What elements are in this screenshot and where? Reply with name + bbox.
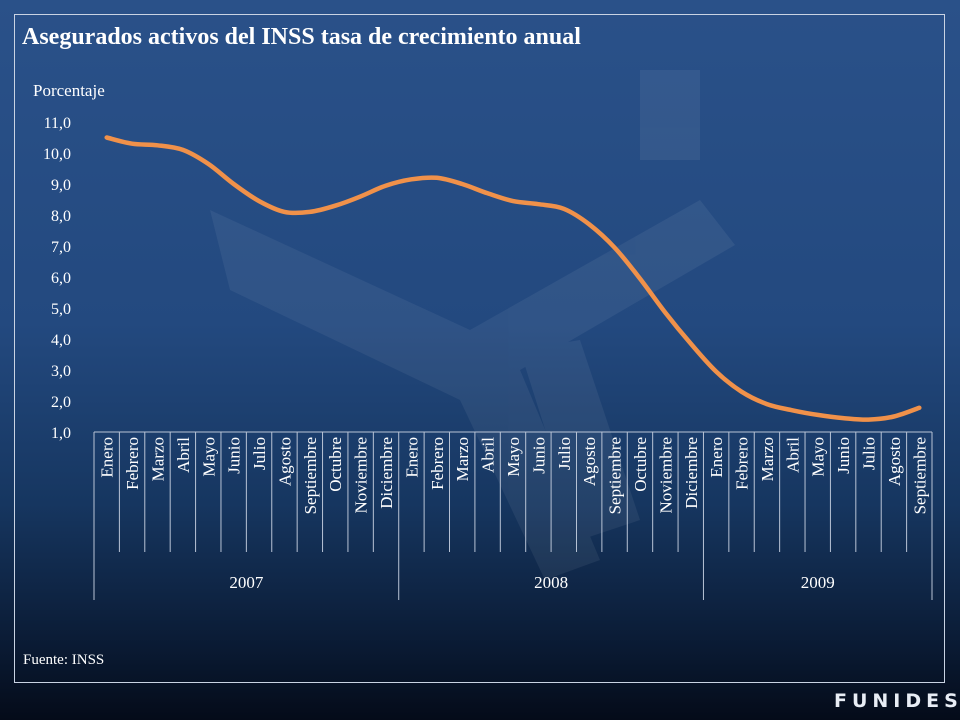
x-tick-label: Septiembre (606, 437, 625, 514)
y-axis-label: Porcentaje (33, 81, 105, 100)
x-tick-label: Junio (834, 437, 853, 474)
x-tick-label: Julio (555, 437, 574, 470)
y-axis-ticks: 1,0 2,0 3,0 4,0 5,0 6,0 7,0 8,0 9,0 10,0 11,0 (43, 115, 71, 442)
source-note: Fuente: INSS (23, 652, 104, 668)
chart-frame (14, 14, 945, 683)
y-tick-label: 2,0 (51, 394, 71, 411)
x-tick-label: Noviembre (656, 437, 675, 513)
x-axis: Enero Febrero Marzo Abril Mayo Junio Julio Agos… (93, 431, 933, 600)
x-tick-label: Marzo (453, 437, 472, 481)
x-tick-label: Febrero (733, 437, 752, 490)
x-tick-label: Agosto (275, 437, 294, 486)
x-tick-label: Marzo (148, 437, 167, 481)
x-tick-label: Noviembre (352, 437, 371, 513)
y-tick-label: 6,0 (51, 270, 71, 287)
series-line (104, 135, 922, 422)
x-group-label: 2009 (801, 573, 835, 592)
x-tick-label: Abril (174, 437, 193, 473)
x-tick-label: Diciembre (377, 437, 396, 509)
x-tick-label: Julio (250, 437, 269, 470)
y-tick-label: 10,0 (43, 146, 71, 163)
x-tick-label: Febrero (428, 437, 447, 490)
x-tick-label: Mayo (199, 437, 218, 477)
y-tick-label: 1,0 (51, 425, 71, 442)
y-tick-label: 11,0 (44, 115, 71, 132)
x-tick-label: Septiembre (910, 437, 929, 514)
x-tick-label: Febrero (123, 437, 142, 490)
x-tick-label: Junio (529, 437, 548, 474)
y-tick-label: 4,0 (51, 332, 71, 349)
x-tick-label: Octubre (631, 437, 650, 492)
x-tick-label: Agosto (885, 437, 904, 486)
y-tick-label: 9,0 (51, 177, 71, 194)
y-tick-label: 3,0 (51, 363, 71, 380)
x-tick-label: Abril (479, 437, 498, 473)
x-group-label: 2007 (229, 573, 264, 592)
x-tick-label: Junio (225, 437, 244, 474)
x-tick-label: Enero (707, 437, 726, 478)
x-tick-label: Mayo (504, 437, 523, 477)
x-tick-label: Diciembre (682, 437, 701, 509)
x-tick-label: Marzo (758, 437, 777, 481)
chart-title: Asegurados activos del INSS tasa de crec… (22, 24, 581, 50)
series-group (104, 135, 922, 422)
y-tick-label: 5,0 (51, 301, 71, 318)
x-tick-label: Enero (402, 437, 421, 478)
watermark-logo (210, 70, 735, 580)
y-tick-label: 7,0 (51, 239, 71, 256)
x-tick-label: Julio (860, 437, 879, 470)
x-tick-label: Septiembre (301, 437, 320, 514)
x-tick-label: Agosto (580, 437, 599, 486)
x-tick-label: Mayo (809, 437, 828, 477)
x-group-label: 2008 (534, 573, 568, 592)
x-tick-label: Abril (783, 437, 802, 473)
y-tick-label: 8,0 (51, 208, 71, 225)
x-tick-label: Octubre (326, 437, 345, 492)
x-tick-label: Enero (98, 437, 117, 478)
brand-logo: FUNIDES (834, 690, 960, 712)
